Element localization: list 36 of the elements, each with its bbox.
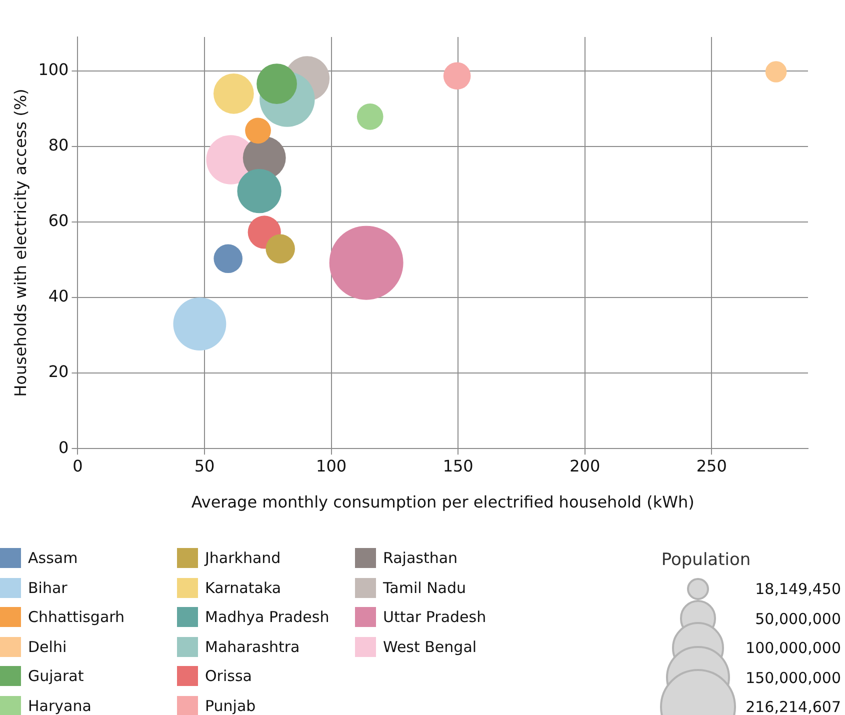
x-tick-label: 100 [316,456,347,476]
legend-label: Assam [28,549,78,567]
y-tick-label: 0 [58,438,69,457]
legend-label: Tamil Nadu [383,578,466,597]
legend-label: 100,000,000 [746,639,841,657]
legend-label: 50,000,000 [755,610,841,628]
legend-label: Orissa [205,667,252,686]
legend-title: Population [660,550,752,570]
y-tick-label: 40 [48,286,69,306]
legend-label: Karnataka [205,578,282,597]
legend-label: 150,000,000 [746,668,841,686]
legend-label: Madhya Pradesh [205,608,330,626]
x-tick-label: 50 [194,456,215,476]
y-tick-label: 80 [48,136,69,155]
legend-label: West Bengal [383,638,477,656]
legend-label: Gujarat [28,667,84,686]
legend-label: Rajasthan [383,549,458,567]
legend-label: Maharashtra [205,638,300,656]
x-tick-label: 200 [570,456,600,476]
legend-label: Punjab [205,697,256,715]
x-tick-label: 0 [72,456,83,476]
legend-label: 216,214,607 [746,698,841,715]
y-tick-label: 100 [38,60,69,80]
legend-label: Bihar [28,578,68,597]
legend-label: 18,149,450 [755,580,841,598]
legend-label: Haryana [28,697,92,715]
y-axis-title: Households with electricity access (%) [10,88,30,397]
x-tick-label: 250 [696,456,727,476]
y-tick-label: 60 [48,211,69,230]
legend-label: Chhattisgarh [28,608,125,626]
x-tick-label: 150 [442,456,474,476]
legend-label: Jharkhand [205,549,281,567]
x-axis-title: Average monthly consumption per electrified household (kWh) [191,492,694,512]
y-tick-label: 20 [48,362,69,382]
legend-label: Delhi [28,638,67,656]
legend-label: Uttar Pradesh [383,608,486,626]
